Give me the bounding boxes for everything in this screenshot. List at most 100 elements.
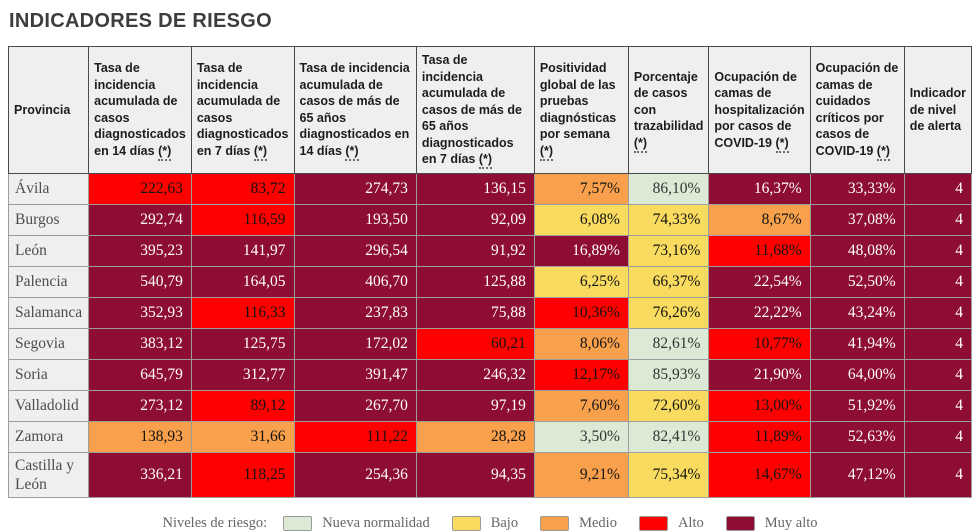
- province-name: Segovia: [7, 327, 90, 360]
- indicator-cell: 37,08%: [809, 203, 905, 236]
- indicator-cell: 82,41%: [627, 420, 710, 453]
- indicator-cell: 3,50%: [533, 420, 629, 453]
- indicator-cell: 138,93: [88, 420, 192, 453]
- column-header-0: Provincia: [7, 46, 90, 174]
- indicator-cell: 540,79: [88, 265, 192, 298]
- table-row-segovia: Segovia 383,12 125,75 172,02 60,21 8,06% 82,61…: [7, 327, 973, 360]
- indicator-cell: 16,89%: [533, 234, 629, 267]
- indicator-cell: 116,33: [190, 296, 295, 329]
- column-header-1: Tasa de incidencia acumulada de casos di…: [88, 46, 192, 174]
- alert-level-cell: 4: [903, 265, 973, 298]
- table-row-castilla-y-león: Castilla y León 336,21 118,25 254,36 94,35 9,…: [7, 451, 973, 499]
- legend-item-medio: Medio: [540, 515, 617, 532]
- indicator-cell: 43,24%: [809, 296, 905, 329]
- indicator-cell: 52,50%: [809, 265, 905, 298]
- indicator-cell: 273,12: [88, 389, 192, 422]
- legend-title: Niveles de riesgo:: [162, 515, 268, 532]
- indicator-cell: 246,32: [415, 358, 535, 391]
- indicator-cell: 125,75: [190, 327, 295, 360]
- legend-label: Bajo: [490, 515, 519, 532]
- province-name: Burgos: [7, 203, 90, 236]
- indicator-cell: 75,88: [415, 296, 535, 329]
- indicator-cell: 47,12%: [809, 451, 905, 499]
- indicator-cell: 118,25: [190, 451, 295, 499]
- indicator-cell: 645,79: [88, 358, 192, 391]
- risk-indicators-table: Provincia Tasa de incidencia acumulada de…: [7, 46, 973, 499]
- province-name: Valladolid: [7, 389, 90, 422]
- indicator-cell: 22,22%: [708, 296, 811, 329]
- indicator-cell: 296,54: [293, 234, 417, 267]
- province-name: Salamanca: [7, 296, 90, 329]
- legend-item-nueva_normalidad: Nueva normalidad: [283, 515, 430, 532]
- indicator-cell: 406,70: [293, 265, 417, 298]
- alert-level-cell: 4: [903, 420, 973, 453]
- indicator-cell: 85,93%: [627, 358, 710, 391]
- column-header-8: Ocupación de camas de cuidados críticos …: [809, 46, 905, 174]
- legend-label: Muy alto: [764, 515, 818, 532]
- column-header-2: Tasa de incidencia acumulada de casos di…: [190, 46, 295, 174]
- legend-item-muy_alto: Muy alto: [725, 515, 818, 532]
- province-name: Soria: [7, 358, 90, 391]
- table-row-león: León 395,23 141,97 296,54 91,92 16,89% 73,16% 1…: [7, 234, 973, 267]
- indicator-cell: 33,33%: [809, 172, 905, 205]
- indicator-cell: 312,77: [190, 358, 295, 391]
- column-header-9: Indicador de nivel de alerta: [903, 46, 973, 174]
- indicator-cell: 10,36%: [533, 296, 629, 329]
- indicator-cell: 383,12: [88, 327, 192, 360]
- indicator-cell: 267,70: [293, 389, 417, 422]
- indicator-cell: 76,26%: [627, 296, 710, 329]
- indicator-cell: 164,05: [190, 265, 295, 298]
- legend-label: Medio: [579, 515, 617, 532]
- table-row-zamora: Zamora 138,93 31,66 111,22 28,28 3,50% 82,41% 1…: [7, 420, 973, 453]
- indicator-cell: 352,93: [88, 296, 192, 329]
- risk-levels-legend: Niveles de riesgo: Nueva normalidad Bajo M…: [8, 515, 972, 532]
- legend-swatch-bajo: [451, 516, 481, 532]
- indicator-cell: 222,63: [88, 172, 192, 205]
- legend-swatch-alto: [638, 516, 668, 532]
- indicator-cell: 336,21: [88, 451, 192, 499]
- indicator-cell: 22,54%: [708, 265, 811, 298]
- indicator-cell: 31,66: [190, 420, 295, 453]
- indicator-cell: 86,10%: [627, 172, 710, 205]
- column-header-6: Porcentaje de casos con trazabilidad (*): [627, 46, 710, 174]
- table-row-valladolid: Valladolid 273,12 89,12 267,70 97,19 7,60% 72,…: [7, 389, 973, 422]
- indicator-cell: 254,36: [293, 451, 417, 499]
- alert-level-cell: 4: [903, 203, 973, 236]
- legend-swatch-medio: [540, 516, 570, 532]
- indicator-cell: 10,77%: [708, 327, 811, 360]
- header-row: Provincia Tasa de incidencia acumulada de…: [7, 46, 973, 174]
- footnote-marker: (*): [345, 143, 359, 161]
- indicator-cell: 92,09: [415, 203, 535, 236]
- indicator-cell: 16,37%: [708, 172, 811, 205]
- indicator-cell: 395,23: [88, 234, 192, 267]
- indicator-cell: 274,73: [293, 172, 417, 205]
- indicator-cell: 89,12: [190, 389, 295, 422]
- footnote-marker: (*): [539, 143, 554, 161]
- indicator-cell: 51,92%: [809, 389, 905, 422]
- legend-swatch-muy_alto: [725, 516, 755, 532]
- indicator-cell: 66,37%: [627, 265, 710, 298]
- table-row-burgos: Burgos 292,74 116,59 193,50 92,09 6,08% 74,33%…: [7, 203, 973, 236]
- column-header-5: Positividad global de las pruebas diagnó…: [533, 46, 629, 174]
- indicator-cell: 111,22: [293, 420, 417, 453]
- footnote-marker: (*): [478, 152, 493, 169]
- legend-label: Nueva normalidad: [322, 515, 430, 532]
- indicator-cell: 41,94%: [809, 327, 905, 360]
- alert-level-cell: 4: [903, 451, 973, 499]
- column-header-7: Ocupación de camas de hospitalización po…: [708, 46, 811, 174]
- indicator-cell: 391,47: [293, 358, 417, 391]
- indicator-cell: 141,97: [190, 234, 295, 267]
- indicator-cell: 7,57%: [533, 172, 629, 205]
- indicator-cell: 14,67%: [708, 451, 811, 499]
- indicator-cell: 52,63%: [809, 420, 905, 453]
- indicator-cell: 11,68%: [708, 234, 811, 267]
- province-name: Ávila: [7, 172, 90, 205]
- indicator-cell: 48,08%: [809, 234, 905, 267]
- indicator-cell: 6,25%: [533, 265, 629, 298]
- footnote-marker: (*): [158, 143, 172, 161]
- table-row-soria: Soria 645,79 312,77 391,47 246,32 12,17% 85,93…: [7, 358, 973, 391]
- page-title: INDICADORES DE RIESGO: [9, 10, 272, 32]
- alert-level-cell: 4: [903, 234, 973, 267]
- table-row-ávila: Ávila 222,63 83,72 274,73 136,15 7,57% 86,10% 1…: [7, 172, 973, 205]
